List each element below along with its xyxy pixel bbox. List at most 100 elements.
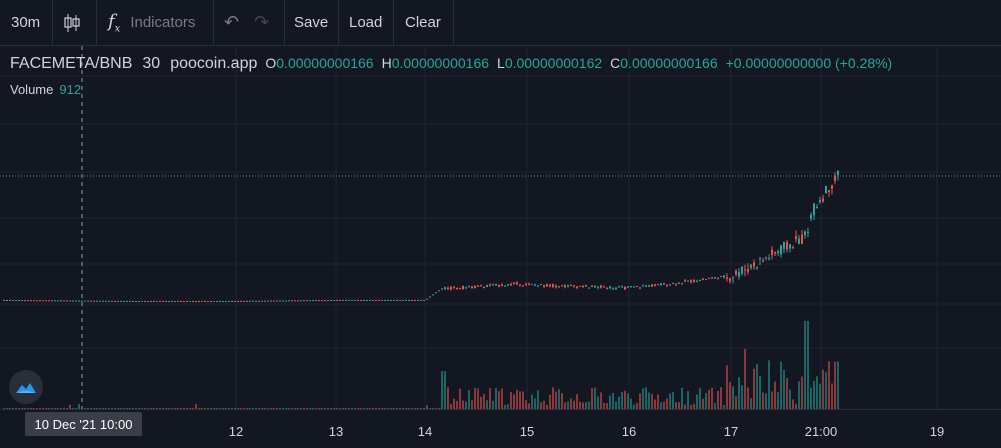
candle-body xyxy=(483,286,485,288)
candle-body xyxy=(555,285,557,288)
candle-body xyxy=(48,300,50,302)
candle-body xyxy=(399,300,401,302)
candle-body xyxy=(264,300,266,302)
volume-bar xyxy=(570,398,572,409)
volume-bar xyxy=(534,398,536,409)
redo-button[interactable]: ↷ xyxy=(254,0,269,45)
candle-body xyxy=(207,301,209,303)
candle-body xyxy=(87,300,89,302)
volume-bar xyxy=(315,408,317,409)
volume-bar xyxy=(771,391,773,409)
price-chart[interactable] xyxy=(0,46,1001,409)
symbol-name[interactable]: FACEMETA/BNB xyxy=(10,55,133,72)
candle-body xyxy=(657,284,659,286)
candle-body xyxy=(69,300,71,302)
volume-bar xyxy=(18,408,20,409)
chart-type-button[interactable] xyxy=(62,0,82,45)
candle-body xyxy=(639,287,641,289)
volume-bar xyxy=(567,401,569,409)
volume-bar xyxy=(714,402,716,409)
volume-bar xyxy=(207,408,209,409)
load-button[interactable]: Load xyxy=(349,14,383,31)
volume-bar xyxy=(285,408,287,409)
open-label: O xyxy=(265,55,277,71)
volume-bar xyxy=(561,393,563,409)
indicators-button[interactable]: fx Indicators xyxy=(108,10,196,35)
candle-body xyxy=(669,284,671,286)
time-axis[interactable]: 12 13 14 15 16 17 21:00 19 xyxy=(0,409,1001,448)
candle-body xyxy=(228,300,230,302)
candle-body xyxy=(426,298,428,300)
volume-bar xyxy=(420,408,422,409)
candle-body xyxy=(459,288,461,290)
candle-body xyxy=(57,300,59,302)
candle-body xyxy=(726,277,728,279)
candle-body xyxy=(768,257,770,259)
volume-bar xyxy=(834,361,836,409)
volume-bar xyxy=(693,403,695,409)
candle-body xyxy=(60,300,62,302)
candle-body xyxy=(684,280,686,282)
candle-body xyxy=(762,260,764,262)
volume-bar xyxy=(6,408,8,409)
volume-bar xyxy=(45,408,47,409)
candle-body xyxy=(405,299,407,301)
candle-body xyxy=(564,285,566,288)
volume-bar xyxy=(42,408,44,409)
candle-body xyxy=(105,300,107,302)
candle-body xyxy=(117,300,119,302)
candle-body xyxy=(732,277,734,279)
volume-bar xyxy=(588,401,590,409)
volume-bar xyxy=(258,408,260,409)
volume-bar xyxy=(78,404,80,409)
volume-bar xyxy=(696,394,698,409)
volume-bar xyxy=(666,398,668,409)
candle-body xyxy=(24,300,26,302)
volume-bar xyxy=(708,389,710,409)
volume-bar xyxy=(822,369,824,409)
time-tick: 21:00 xyxy=(804,424,838,439)
volume-bar xyxy=(384,408,386,409)
candle-body xyxy=(285,300,287,302)
chart-legend: FACEMETA/BNB 30 poocoin.app O 0.000000001… xyxy=(10,55,900,73)
volume-bar xyxy=(309,408,311,409)
volume-bar xyxy=(228,408,230,409)
candle-body xyxy=(267,300,269,302)
volume-bar xyxy=(51,408,53,409)
volume-bar xyxy=(498,391,500,409)
save-button[interactable]: Save xyxy=(294,14,329,31)
volume-bar xyxy=(795,403,797,409)
tradingview-logo[interactable] xyxy=(9,370,43,404)
clear-button[interactable]: Clear xyxy=(405,14,441,31)
volume-bar xyxy=(294,408,296,409)
candle-body xyxy=(468,285,470,287)
volume-bar xyxy=(543,400,545,409)
volume-bar xyxy=(222,408,224,409)
candle-body xyxy=(21,300,23,302)
candle-body xyxy=(225,301,227,303)
candle-body xyxy=(420,299,422,301)
volume-bar xyxy=(516,389,518,409)
candle-body xyxy=(480,285,482,287)
candle-body xyxy=(42,300,44,302)
volume-bar xyxy=(540,402,542,409)
volume-bar xyxy=(756,364,758,409)
volume-value: 912 xyxy=(59,82,82,97)
volume-bar xyxy=(387,408,389,409)
interval-button[interactable]: 30m xyxy=(11,14,41,31)
candle-body xyxy=(519,285,521,287)
candle-body xyxy=(114,300,116,302)
volume-bar xyxy=(645,387,647,409)
candle-body xyxy=(747,269,749,272)
candle-body xyxy=(720,276,722,278)
candle-body xyxy=(198,301,200,303)
volume-bar xyxy=(675,402,677,409)
candle-body xyxy=(96,300,98,302)
candle-body xyxy=(654,284,656,286)
volume-bar xyxy=(684,404,686,409)
candle-body xyxy=(630,286,632,288)
undo-button[interactable]: ↶ xyxy=(224,0,239,45)
candle-body xyxy=(753,262,755,267)
volume-bar xyxy=(768,360,770,409)
volume-bar xyxy=(123,408,125,409)
